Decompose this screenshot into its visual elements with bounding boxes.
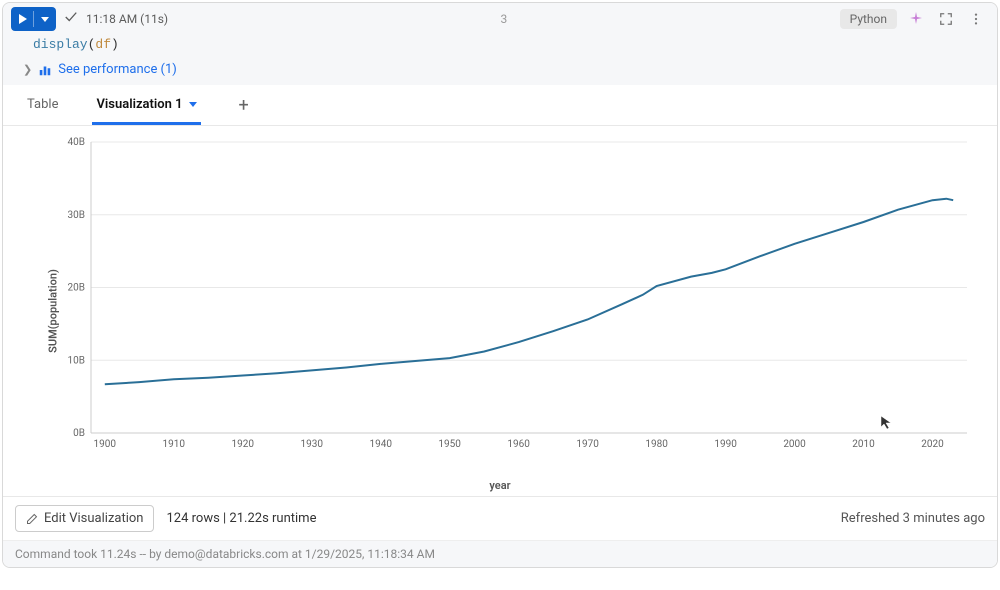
chart-area: SUM(population) 0B 10B 20B 30B 40B 1900 1910 19… xyxy=(3,126,997,496)
pencil-icon xyxy=(26,513,38,525)
play-icon xyxy=(19,14,27,24)
output-footer: Edit Visualization 124 rows | 21.22s run… xyxy=(3,496,997,540)
cursor-icon xyxy=(879,414,895,434)
svg-text:1940: 1940 xyxy=(369,439,392,450)
add-tab-button[interactable]: + xyxy=(231,87,257,124)
y-axis-label: SUM(population) xyxy=(46,269,59,353)
svg-text:1970: 1970 xyxy=(576,439,599,450)
output-tabs: Table Visualization 1 + xyxy=(3,85,997,126)
code-editor[interactable]: display(df) xyxy=(3,33,997,58)
run-timestamp: 11:18 AM (11s) xyxy=(86,12,168,26)
check-icon xyxy=(64,10,78,28)
svg-text:1960: 1960 xyxy=(507,439,530,450)
svg-text:2010: 2010 xyxy=(852,439,875,450)
svg-text:10B: 10B xyxy=(68,355,85,366)
tab-visualization[interactable]: Visualization 1 xyxy=(92,85,200,125)
svg-text:1900: 1900 xyxy=(94,439,117,450)
refreshed-label: Refreshed 3 minutes ago xyxy=(841,511,985,526)
svg-text:1950: 1950 xyxy=(438,439,461,450)
svg-text:30B: 30B xyxy=(68,210,85,221)
x-axis-label: year xyxy=(489,479,510,492)
cell-header: 11:18 AM (11s) 3 Python xyxy=(3,3,997,33)
notebook-cell: 11:18 AM (11s) 3 Python display(df) ❯ Se… xyxy=(2,2,998,568)
svg-text:2020: 2020 xyxy=(921,439,944,450)
see-performance-link[interactable]: ❯ See performance (1) xyxy=(3,58,997,85)
rows-runtime: 124 rows | 21.22s runtime xyxy=(166,511,316,526)
run-dropdown-icon xyxy=(41,17,49,22)
svg-text:1920: 1920 xyxy=(232,439,255,450)
run-button[interactable] xyxy=(11,7,56,31)
kebab-menu-icon[interactable] xyxy=(965,8,987,30)
svg-text:0B: 0B xyxy=(73,428,85,439)
code-var: df xyxy=(95,37,111,52)
edit-visualization-button[interactable]: Edit Visualization xyxy=(15,505,154,532)
svg-text:1930: 1930 xyxy=(300,439,323,450)
code-fn: display xyxy=(33,37,88,52)
tab-table[interactable]: Table xyxy=(23,85,62,125)
bar-chart-icon xyxy=(38,63,52,77)
chevron-right-icon: ❯ xyxy=(23,63,32,76)
line-chart[interactable]: 0B 10B 20B 30B 40B 1900 1910 1920 1930 1940 1950 19… xyxy=(59,136,979,461)
svg-text:20B: 20B xyxy=(68,283,85,294)
svg-text:40B: 40B xyxy=(68,137,85,148)
chevron-down-icon xyxy=(189,102,197,107)
svg-text:1910: 1910 xyxy=(163,439,186,450)
command-meta: Command took 11.24s -- by demo@databrick… xyxy=(3,540,997,567)
sparkle-icon[interactable] xyxy=(905,8,927,30)
expand-icon[interactable] xyxy=(935,8,957,30)
perf-label: See performance (1) xyxy=(58,62,177,77)
cell-number: 3 xyxy=(176,12,832,26)
svg-text:1980: 1980 xyxy=(645,439,668,450)
svg-text:2000: 2000 xyxy=(783,439,806,450)
svg-text:1990: 1990 xyxy=(714,439,737,450)
language-badge[interactable]: Python xyxy=(840,9,897,29)
